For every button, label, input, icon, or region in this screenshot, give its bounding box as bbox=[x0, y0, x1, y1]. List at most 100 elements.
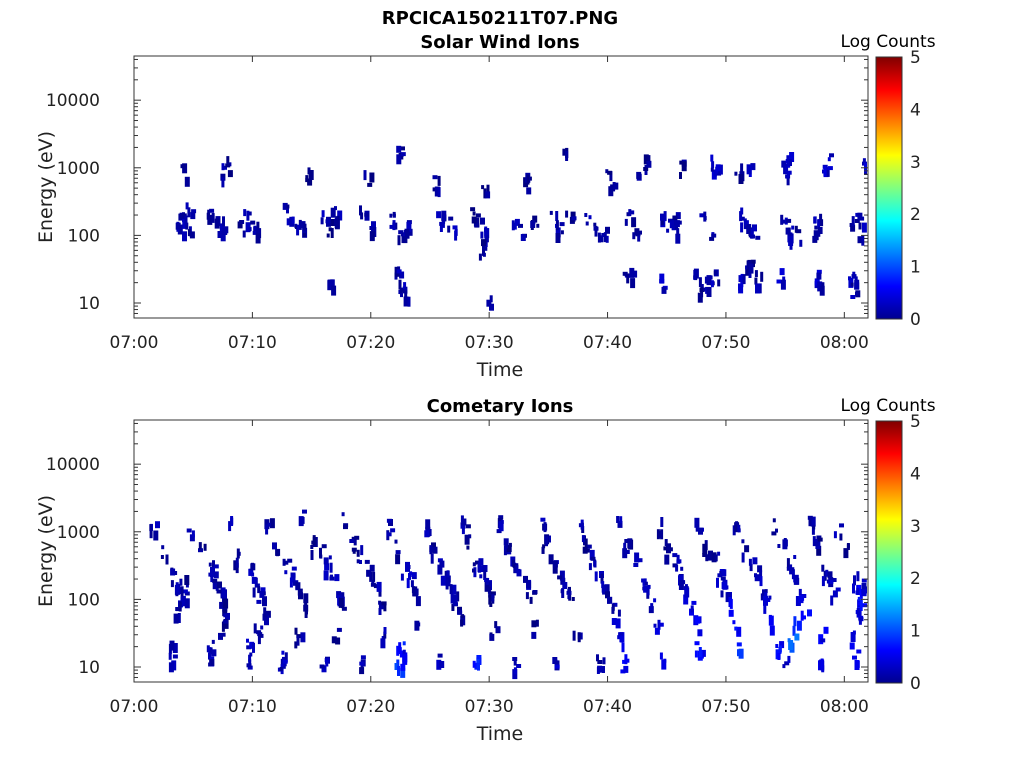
heatmap-cell bbox=[461, 527, 465, 535]
heatmap-cell bbox=[489, 580, 492, 591]
heatmap-cell bbox=[466, 545, 470, 550]
heatmap-cell bbox=[619, 516, 623, 524]
heatmap-cell bbox=[856, 588, 860, 595]
heatmap-cell bbox=[252, 230, 258, 235]
heatmap-cell bbox=[354, 535, 360, 540]
heatmap-cell bbox=[191, 530, 195, 538]
heatmap-cell bbox=[531, 620, 537, 628]
heatmap-cell bbox=[398, 279, 402, 290]
heatmap-cell bbox=[793, 574, 799, 585]
heatmap-cell bbox=[743, 225, 747, 230]
y-tick-label: 10000 bbox=[46, 91, 100, 111]
heatmap-cell bbox=[474, 662, 478, 670]
heatmap-cell bbox=[498, 521, 504, 532]
heatmap-cell bbox=[406, 221, 412, 232]
heatmap-cell bbox=[294, 627, 298, 635]
heatmap-cell bbox=[817, 537, 823, 542]
heatmap-cell bbox=[850, 282, 854, 287]
heatmap-cell bbox=[525, 592, 529, 600]
heatmap-cell bbox=[813, 541, 819, 546]
heatmap-cell bbox=[653, 623, 657, 628]
heatmap-cell bbox=[301, 516, 305, 524]
heatmap-cell bbox=[300, 221, 306, 229]
heatmap-cell bbox=[506, 545, 512, 552]
heatmap-cell bbox=[852, 583, 855, 594]
heatmap-cell bbox=[754, 277, 758, 285]
heatmap-cell bbox=[532, 215, 538, 223]
heatmap-cell bbox=[624, 550, 630, 554]
heatmap-cell bbox=[170, 568, 176, 576]
heatmap-cell bbox=[485, 235, 489, 243]
cometary-y-ticks: 10 100 1000 10000 bbox=[46, 422, 868, 683]
heatmap-cell bbox=[512, 657, 518, 661]
heatmap-cell bbox=[461, 614, 465, 619]
heatmap-cell bbox=[743, 218, 747, 226]
cometary-x-ticks: 07:00 07:10 07:20 07:30 07:40 07:50 08:00 bbox=[110, 420, 869, 717]
heatmap-cell bbox=[260, 587, 266, 595]
heatmap-cell bbox=[284, 652, 288, 663]
heatmap-cell bbox=[217, 581, 222, 589]
heatmap-cell bbox=[359, 560, 362, 564]
heatmap-cell bbox=[208, 662, 212, 667]
heatmap-cell bbox=[736, 642, 742, 647]
y-tick-label: 100 bbox=[68, 590, 100, 610]
heatmap-cell bbox=[788, 236, 794, 246]
heatmap-cell bbox=[854, 660, 860, 668]
heatmap-cell bbox=[334, 219, 340, 230]
heatmap-cell bbox=[284, 570, 288, 575]
heatmap-cell bbox=[760, 271, 764, 282]
heatmap-cell bbox=[399, 271, 405, 279]
heatmap-cell bbox=[400, 293, 403, 298]
heatmap-cell bbox=[239, 220, 245, 224]
heatmap-cell bbox=[373, 584, 379, 589]
heatmap-cell bbox=[336, 627, 342, 632]
heatmap-cell bbox=[671, 220, 675, 231]
heatmap-cell bbox=[474, 217, 480, 228]
heatmap-cell bbox=[267, 522, 271, 527]
heatmap-cell bbox=[526, 174, 530, 185]
heatmap-cell bbox=[175, 607, 181, 612]
heatmap-cell bbox=[149, 524, 153, 532]
heatmap-cell bbox=[186, 528, 192, 533]
heatmap-cell bbox=[600, 235, 604, 243]
heatmap-cell bbox=[400, 146, 405, 151]
heatmap-cell bbox=[856, 608, 860, 615]
heatmap-cell bbox=[650, 603, 654, 611]
heatmap-cell bbox=[630, 278, 636, 289]
heatmap-cell bbox=[430, 553, 434, 564]
heatmap-cell bbox=[185, 202, 189, 210]
heatmap-cell bbox=[571, 597, 575, 601]
heatmap-cell bbox=[624, 539, 630, 543]
heatmap-cell bbox=[341, 606, 347, 611]
heatmap-cell bbox=[302, 227, 308, 238]
heatmap-cell bbox=[512, 563, 518, 568]
heatmap-cell bbox=[721, 569, 727, 577]
heatmap-cell bbox=[740, 222, 744, 233]
heatmap-cell bbox=[607, 170, 613, 175]
heatmap-cell bbox=[396, 154, 402, 165]
solar-wind-y-ticks: 10 100 1000 10000 bbox=[46, 58, 868, 319]
colorbar-tick-label: 1 bbox=[910, 622, 921, 642]
heatmap-cell bbox=[594, 225, 598, 236]
heatmap-cell bbox=[329, 279, 335, 290]
heatmap-cell bbox=[369, 571, 373, 582]
heatmap-cell bbox=[754, 270, 758, 278]
heatmap-cell bbox=[437, 558, 443, 563]
heatmap-cell bbox=[674, 220, 680, 228]
heatmap-cell bbox=[218, 632, 223, 640]
heatmap-cell bbox=[189, 231, 195, 239]
heatmap-cell bbox=[663, 211, 667, 222]
heatmap-cell bbox=[764, 592, 768, 597]
heatmap-cell bbox=[643, 167, 649, 171]
heatmap-cell bbox=[173, 613, 179, 624]
heatmap-cell bbox=[820, 638, 826, 643]
heatmap-cell bbox=[396, 269, 402, 274]
heatmap-cell bbox=[543, 522, 547, 533]
heatmap-cell bbox=[616, 516, 620, 523]
heatmap-cell bbox=[714, 554, 718, 562]
heatmap-cell bbox=[405, 561, 410, 572]
heatmap-cell bbox=[472, 211, 476, 216]
heatmap-cell bbox=[328, 227, 332, 232]
heatmap-cell bbox=[819, 285, 825, 296]
heatmap-cell bbox=[621, 642, 625, 653]
